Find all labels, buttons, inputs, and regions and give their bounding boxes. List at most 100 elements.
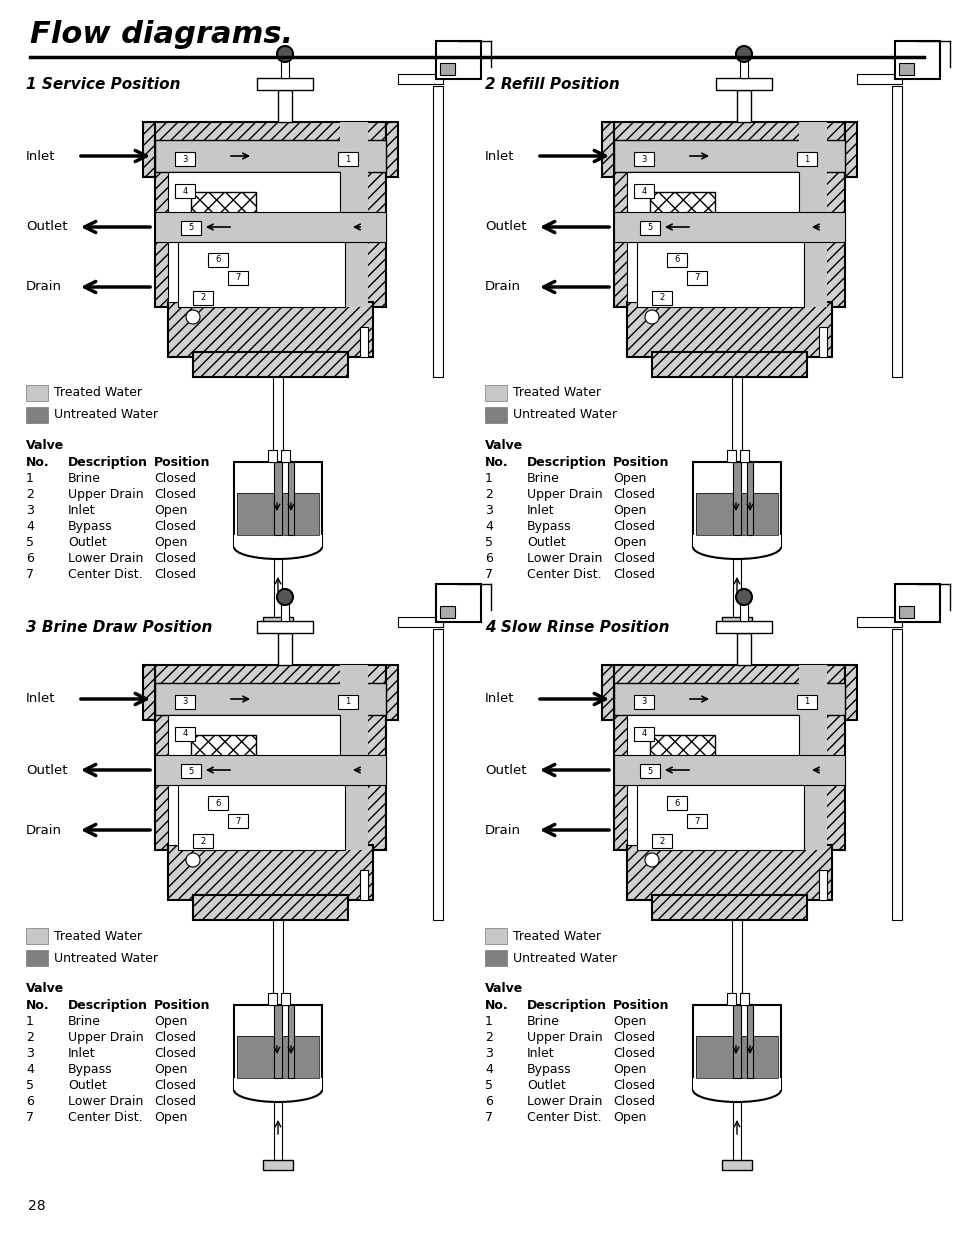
Text: 4: 4 <box>484 520 493 534</box>
Bar <box>439 63 455 75</box>
Text: 3: 3 <box>182 698 188 706</box>
Bar <box>639 764 659 778</box>
Bar <box>818 327 826 357</box>
Bar <box>178 785 345 850</box>
Bar <box>233 462 322 547</box>
Text: 1: 1 <box>345 698 351 706</box>
Bar <box>716 78 771 90</box>
Bar <box>894 41 939 79</box>
Bar <box>193 895 348 920</box>
Bar <box>168 845 373 900</box>
Text: Flow diagrams.: Flow diagrams. <box>30 20 293 49</box>
Bar <box>732 462 740 535</box>
Bar <box>154 140 386 172</box>
Text: Brine: Brine <box>526 1015 559 1028</box>
Bar <box>154 683 386 715</box>
Text: Brine: Brine <box>68 472 101 485</box>
Bar <box>799 122 826 308</box>
Circle shape <box>276 46 293 62</box>
Bar <box>154 664 386 850</box>
Text: 5: 5 <box>484 536 493 550</box>
Text: 2: 2 <box>484 1031 493 1044</box>
Bar <box>692 462 781 547</box>
Bar <box>740 61 747 78</box>
Bar <box>233 535 322 547</box>
Bar <box>26 927 48 944</box>
Text: 1: 1 <box>803 698 809 706</box>
Bar <box>168 172 339 303</box>
Text: Position: Position <box>613 456 669 469</box>
Bar <box>634 695 654 709</box>
Bar <box>181 221 201 235</box>
Text: Lower Drain: Lower Drain <box>68 552 143 564</box>
Text: Closed: Closed <box>613 1031 655 1044</box>
Bar <box>818 869 826 900</box>
Text: 7: 7 <box>694 816 699 825</box>
Text: 1: 1 <box>484 472 493 485</box>
Circle shape <box>644 853 659 867</box>
Text: No.: No. <box>26 456 50 469</box>
Text: 4 Slow Rinse Position: 4 Slow Rinse Position <box>484 620 669 635</box>
Text: Treated Water: Treated Water <box>513 387 600 399</box>
Text: 1 Service Position: 1 Service Position <box>26 77 180 91</box>
Text: Brine: Brine <box>68 1015 101 1028</box>
Text: Lower Drain: Lower Drain <box>526 552 601 564</box>
Text: Untreated Water: Untreated Water <box>513 409 617 421</box>
Text: 3 Brine Draw Position: 3 Brine Draw Position <box>26 620 213 635</box>
Ellipse shape <box>233 1078 322 1102</box>
Text: 3: 3 <box>484 1047 493 1060</box>
Text: 5: 5 <box>26 1079 34 1092</box>
Text: No.: No. <box>484 999 508 1011</box>
Bar <box>433 629 442 920</box>
Text: 3: 3 <box>484 504 493 517</box>
Bar <box>614 122 844 308</box>
Text: Drain: Drain <box>26 280 62 294</box>
Text: Open: Open <box>613 472 646 485</box>
Ellipse shape <box>692 535 781 559</box>
Bar <box>696 1036 778 1078</box>
Text: Inlet: Inlet <box>484 149 514 163</box>
Bar <box>339 664 368 850</box>
Bar <box>634 727 654 741</box>
Bar <box>796 695 816 709</box>
Bar <box>274 559 282 619</box>
Text: Inlet: Inlet <box>526 1047 554 1060</box>
Bar <box>193 834 213 848</box>
Text: Position: Position <box>153 999 211 1011</box>
Circle shape <box>186 853 200 867</box>
Bar <box>337 152 357 165</box>
Text: 3: 3 <box>640 698 646 706</box>
Bar <box>386 664 397 720</box>
Bar <box>288 462 294 535</box>
Text: Untreated Water: Untreated Water <box>513 951 617 965</box>
Text: 3: 3 <box>640 154 646 163</box>
Bar <box>649 191 714 220</box>
Bar <box>666 253 686 267</box>
Text: Position: Position <box>613 999 669 1011</box>
Bar <box>856 74 901 84</box>
Bar <box>799 664 826 850</box>
Bar <box>686 814 706 827</box>
Text: Lower Drain: Lower Drain <box>526 1095 601 1108</box>
Bar <box>726 450 735 462</box>
Bar <box>288 1005 294 1078</box>
Bar <box>256 621 313 634</box>
Bar <box>637 785 803 850</box>
Text: Center Dist.: Center Dist. <box>68 568 143 580</box>
Text: Valve: Valve <box>484 982 522 995</box>
Text: Open: Open <box>613 1063 646 1076</box>
Bar <box>844 122 856 177</box>
Text: Outlet: Outlet <box>484 763 526 777</box>
Text: 4: 4 <box>182 730 188 739</box>
Text: Valve: Valve <box>26 982 64 995</box>
Bar <box>277 90 292 122</box>
Bar <box>236 1036 318 1078</box>
Bar <box>692 1078 781 1091</box>
Bar <box>193 352 348 377</box>
Text: 6: 6 <box>674 799 679 808</box>
Text: 7: 7 <box>694 273 699 283</box>
Text: 5: 5 <box>484 1079 493 1092</box>
Text: Open: Open <box>613 1015 646 1028</box>
Bar <box>281 603 289 621</box>
Bar <box>637 242 803 308</box>
